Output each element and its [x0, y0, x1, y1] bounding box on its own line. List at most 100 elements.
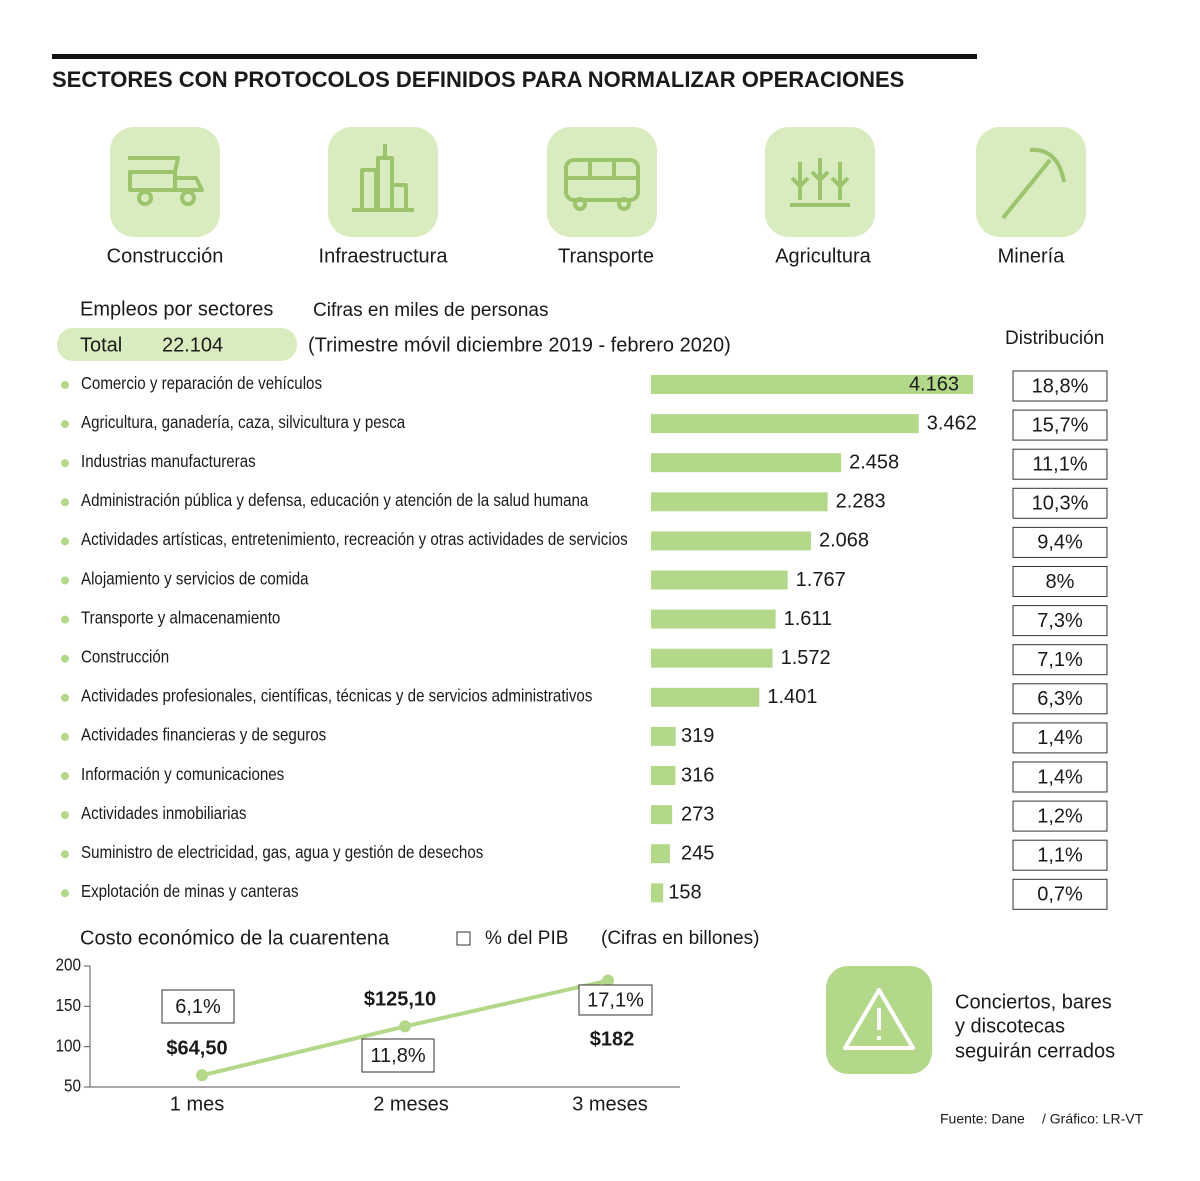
- bar: [651, 805, 673, 825]
- icon-bg: [328, 127, 438, 237]
- distribution-label: 1,4%: [1037, 727, 1083, 749]
- pib-label: 17,1%: [587, 989, 644, 1011]
- distribution-box: [1012, 370, 1108, 402]
- bullet: [61, 732, 69, 741]
- sector-label: Agricultura: [775, 245, 871, 267]
- distribution-label: 1,1%: [1037, 844, 1083, 866]
- bullet: [61, 772, 69, 780]
- point: [602, 974, 614, 987]
- category-label: Industrias manufactureras: [81, 451, 256, 472]
- total-label: Total: [80, 334, 122, 356]
- bullet: [61, 850, 69, 859]
- value-label: 1.611: [784, 608, 833, 630]
- distribution-label: 7,3%: [1037, 610, 1083, 632]
- value-label: 245: [681, 842, 714, 864]
- distribution-box: [1012, 448, 1108, 480]
- legend-label: % del PIB: [485, 928, 568, 949]
- value-label: 4.163: [909, 373, 959, 395]
- bar-chart-title: Empleos por sectores: [80, 298, 273, 320]
- bullet: [61, 420, 69, 429]
- bar: [651, 492, 828, 512]
- distribution-box: [1012, 605, 1108, 637]
- category-label: Administración pública y defensa, educac…: [81, 490, 589, 511]
- sector-label: Construcción: [107, 245, 224, 267]
- sector-label: Infraestructura: [319, 245, 449, 267]
- distribution-title: Distribución: [1005, 328, 1104, 349]
- bullet: [61, 537, 69, 546]
- bar: [651, 414, 919, 434]
- credit: / Gráfico: LR-VT: [1042, 1111, 1144, 1127]
- pickaxe-icon: [1001, 147, 1066, 220]
- distribution-box: [1012, 487, 1108, 519]
- distribution-box: [1012, 644, 1108, 676]
- distribution-box: [1012, 761, 1108, 793]
- distribution-box: [1012, 722, 1108, 754]
- value-label: 319: [681, 725, 714, 747]
- bar: [651, 453, 842, 473]
- source: Fuente: Dane: [940, 1111, 1025, 1127]
- category-label: Construcción: [81, 646, 169, 667]
- distribution-box: [1012, 839, 1108, 871]
- pib-box: [161, 989, 235, 1024]
- bullet: [61, 615, 69, 624]
- value-label: 2.283: [836, 491, 886, 513]
- category-label: Alojamiento y servicios de comida: [81, 568, 309, 589]
- category-label: Información y comunicaciones: [81, 764, 284, 785]
- notice-line: seguirán cerrados: [955, 1040, 1115, 1062]
- y-tick-label: 50: [64, 1076, 81, 1096]
- value-label: 1.767: [796, 569, 846, 591]
- distribution-box: [1012, 526, 1108, 558]
- value-label: $125,10: [364, 988, 436, 1010]
- value-label: $64,50: [166, 1037, 227, 1059]
- point: [196, 1069, 208, 1082]
- bar: [651, 726, 676, 746]
- distribution-label: 1,2%: [1037, 805, 1083, 827]
- sector-label: Minería: [998, 245, 1066, 267]
- value-label: 273: [681, 803, 714, 825]
- distribution-label: 6,3%: [1037, 688, 1083, 710]
- bar-chart-subtitle: Cifras en miles de personas: [313, 300, 549, 321]
- distribution-label: 10,3%: [1032, 493, 1089, 515]
- category-label: Agricultura, ganadería, caza, silvicultu…: [81, 412, 406, 433]
- bar: [651, 531, 811, 551]
- x-tick-label: 1 mes: [170, 1093, 224, 1115]
- bullet: [61, 811, 69, 820]
- distribution-label: 7,1%: [1037, 649, 1083, 671]
- bar: [651, 844, 670, 864]
- pib-label: 11,8%: [370, 1045, 425, 1067]
- category-label: Transporte y almacenamiento: [81, 607, 280, 628]
- icon-bg: [110, 127, 220, 237]
- y-tick-label: 200: [55, 955, 81, 975]
- crops-icon: [790, 158, 850, 207]
- distribution-box: [1012, 409, 1108, 441]
- building-icon: [352, 144, 414, 212]
- bar: [651, 375, 973, 394]
- distribution-label: 8%: [1046, 571, 1075, 593]
- value-label: 2.458: [849, 451, 899, 473]
- distribution-label: 1,4%: [1037, 766, 1083, 788]
- sector-icons: [110, 127, 1086, 237]
- distribution-box: [1012, 566, 1108, 597]
- distribution-box: [1012, 683, 1108, 715]
- notice-line: y discotecas: [955, 1015, 1065, 1037]
- category-label: Explotación de minas y canteras: [81, 881, 299, 902]
- value-label: 316: [681, 764, 714, 786]
- value-label: $182: [590, 1028, 635, 1050]
- notice-line: Conciertos, bares: [955, 991, 1112, 1013]
- category-label: Actividades financieras y de seguros: [81, 724, 326, 745]
- y-tick-label: 100: [55, 1035, 81, 1055]
- distribution-box: [1012, 878, 1108, 910]
- bar: [651, 687, 760, 707]
- title: SECTORES CON PROTOCOLOS DEFINIDOS PARA N…: [52, 67, 904, 92]
- x-tick-label: 2 meses: [373, 1093, 449, 1115]
- bar: [651, 648, 773, 668]
- bar: [651, 883, 664, 903]
- x-tick-label: 3 meses: [572, 1093, 648, 1115]
- value-label: 1.401: [767, 686, 817, 708]
- bar: [651, 570, 788, 590]
- category-label: Actividades inmobiliarias: [81, 803, 246, 824]
- category-label: Comercio y reparación de vehículos: [81, 373, 322, 394]
- truck-icon: [128, 156, 204, 206]
- bullet: [61, 889, 69, 898]
- warning-icon: [843, 988, 915, 1050]
